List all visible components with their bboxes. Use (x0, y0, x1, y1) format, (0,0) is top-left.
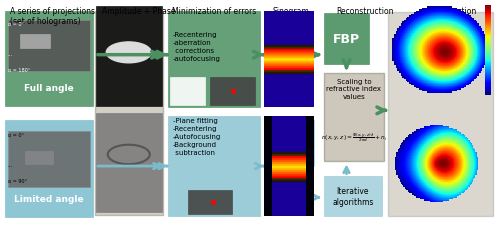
Text: ...: ... (8, 162, 13, 167)
Text: Limited angle: Limited angle (14, 194, 84, 203)
Text: Full angle: Full angle (24, 83, 74, 92)
FancyBboxPatch shape (96, 7, 162, 106)
Text: Minimization of errors: Minimization of errors (172, 7, 257, 16)
FancyBboxPatch shape (170, 77, 205, 105)
Text: Visualization: Visualization (428, 7, 477, 16)
FancyBboxPatch shape (168, 12, 260, 107)
FancyBboxPatch shape (20, 35, 50, 49)
Text: Iterative
algorithms: Iterative algorithms (332, 187, 374, 206)
Text: α = 180°: α = 180° (8, 68, 30, 73)
FancyBboxPatch shape (5, 12, 92, 106)
Text: α = 0°: α = 0° (8, 132, 24, 137)
FancyBboxPatch shape (95, 12, 162, 215)
Text: ...: ... (8, 52, 13, 56)
Text: FBP: FBP (333, 33, 360, 46)
FancyBboxPatch shape (168, 117, 260, 216)
Text: α = 90°: α = 90° (8, 179, 26, 183)
Text: -Plane fitting
-Recentering
-Autofocusing
-Background
 subtraction: -Plane fitting -Recentering -Autofocusin… (172, 118, 221, 156)
Text: Scaling to
refractive index
values: Scaling to refractive index values (326, 79, 382, 100)
Text: $n(x,y,z)=\frac{\Phi(x,y,z)\lambda}{2\pi d}+n_i$: $n(x,y,z)=\frac{\Phi(x,y,z)\lambda}{2\pi… (321, 131, 387, 143)
Text: Amplitude + Phase: Amplitude + Phase (102, 7, 176, 16)
FancyBboxPatch shape (324, 177, 382, 216)
FancyBboxPatch shape (324, 14, 369, 65)
FancyBboxPatch shape (188, 191, 232, 214)
FancyBboxPatch shape (264, 120, 314, 166)
FancyBboxPatch shape (324, 74, 384, 162)
Text: A series of projections
(set of holograms): A series of projections (set of hologram… (10, 7, 95, 26)
Text: Sinogram: Sinogram (272, 7, 309, 16)
Text: α = 0°: α = 0° (8, 21, 24, 26)
FancyBboxPatch shape (25, 151, 52, 164)
FancyBboxPatch shape (388, 13, 492, 216)
Circle shape (106, 43, 151, 64)
FancyBboxPatch shape (96, 113, 162, 213)
Text: Reconstruction: Reconstruction (336, 7, 394, 16)
FancyBboxPatch shape (8, 132, 90, 187)
FancyBboxPatch shape (8, 21, 90, 72)
Text: -Recentering
-aberration
 corrections
-autofocusing: -Recentering -aberration corrections -au… (172, 32, 220, 62)
FancyBboxPatch shape (5, 120, 92, 217)
FancyBboxPatch shape (210, 77, 255, 105)
Text: a priori
knowledge: a priori knowledge (268, 134, 310, 153)
